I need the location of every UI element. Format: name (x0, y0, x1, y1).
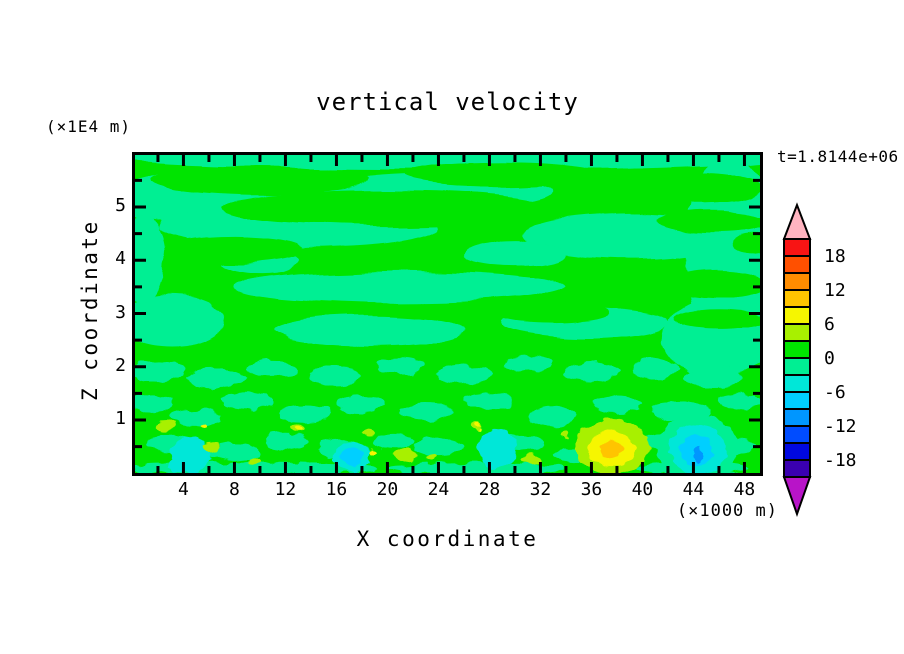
colorbar-cell (783, 459, 811, 478)
colorbar-cell (783, 255, 811, 274)
x-tick-label: 28 (478, 479, 501, 500)
x-tick-label: 4 (178, 479, 189, 500)
colorbar-cell (783, 425, 811, 444)
z-tick-label: 5 (115, 195, 126, 216)
colorbar-label: -18 (824, 450, 857, 471)
colorbar-label: 12 (824, 280, 846, 301)
colorbar-cell (783, 323, 811, 342)
x-tick-label: 48 (733, 479, 756, 500)
x-tick-label: 20 (376, 479, 399, 500)
colorbar-under-arrow (782, 476, 812, 518)
colorbar: 18 12 6 0 -6 -12 -18 (782, 202, 857, 518)
colorbar-cell (783, 374, 811, 393)
colorbar-cell (783, 391, 811, 410)
timestamp-label: t=1.8144e+06 (777, 147, 899, 166)
plot-frame (132, 152, 763, 476)
z-tick-label: 2 (115, 354, 126, 376)
x-tick-label: 40 (631, 479, 654, 500)
x-axis-unit-label: (×1000 m) (676, 501, 778, 521)
contour-layer-gold-core (599, 440, 623, 457)
x-tick-label: 24 (427, 479, 450, 500)
colorbar-cell (783, 306, 811, 325)
x-axis-title: X coordinate (356, 527, 539, 551)
x-tick-label: 16 (325, 479, 348, 500)
x-tick-label: 32 (529, 479, 552, 500)
colorbar-label: -6 (824, 382, 846, 403)
contour-field (135, 155, 760, 473)
x-tick-label: 8 (229, 479, 240, 500)
colorbar-cell (783, 238, 811, 257)
colorbar-cell (783, 357, 811, 376)
axis-ticks (135, 155, 760, 473)
x-tick-label: 36 (580, 479, 603, 500)
z-tick-label: 1 (115, 408, 126, 429)
contour-layer-green-streaks (151, 162, 760, 329)
z-tick-label: 3 (115, 301, 126, 323)
x-tick-label: 12 (274, 479, 297, 500)
colorbar-cell (783, 340, 811, 359)
colorbar-over-arrow (782, 202, 812, 240)
chart-title: vertical velocity (316, 88, 579, 116)
colorbar-label: 0 (824, 348, 835, 369)
x-tick-label: 44 (682, 479, 705, 500)
colorbar-label: -12 (824, 416, 857, 437)
colorbar-cell (783, 442, 811, 461)
colorbar-label: 6 (824, 314, 835, 335)
colorbar-label: 18 (824, 246, 846, 267)
z-tick-label: 4 (115, 248, 126, 270)
colorbar-cell (783, 408, 811, 427)
contour-layer-sky-core (695, 445, 704, 463)
colorbar-cell (783, 289, 811, 308)
z-axis-unit-label: (×1E4 m) (46, 117, 132, 136)
colorbar-cell (783, 272, 811, 291)
